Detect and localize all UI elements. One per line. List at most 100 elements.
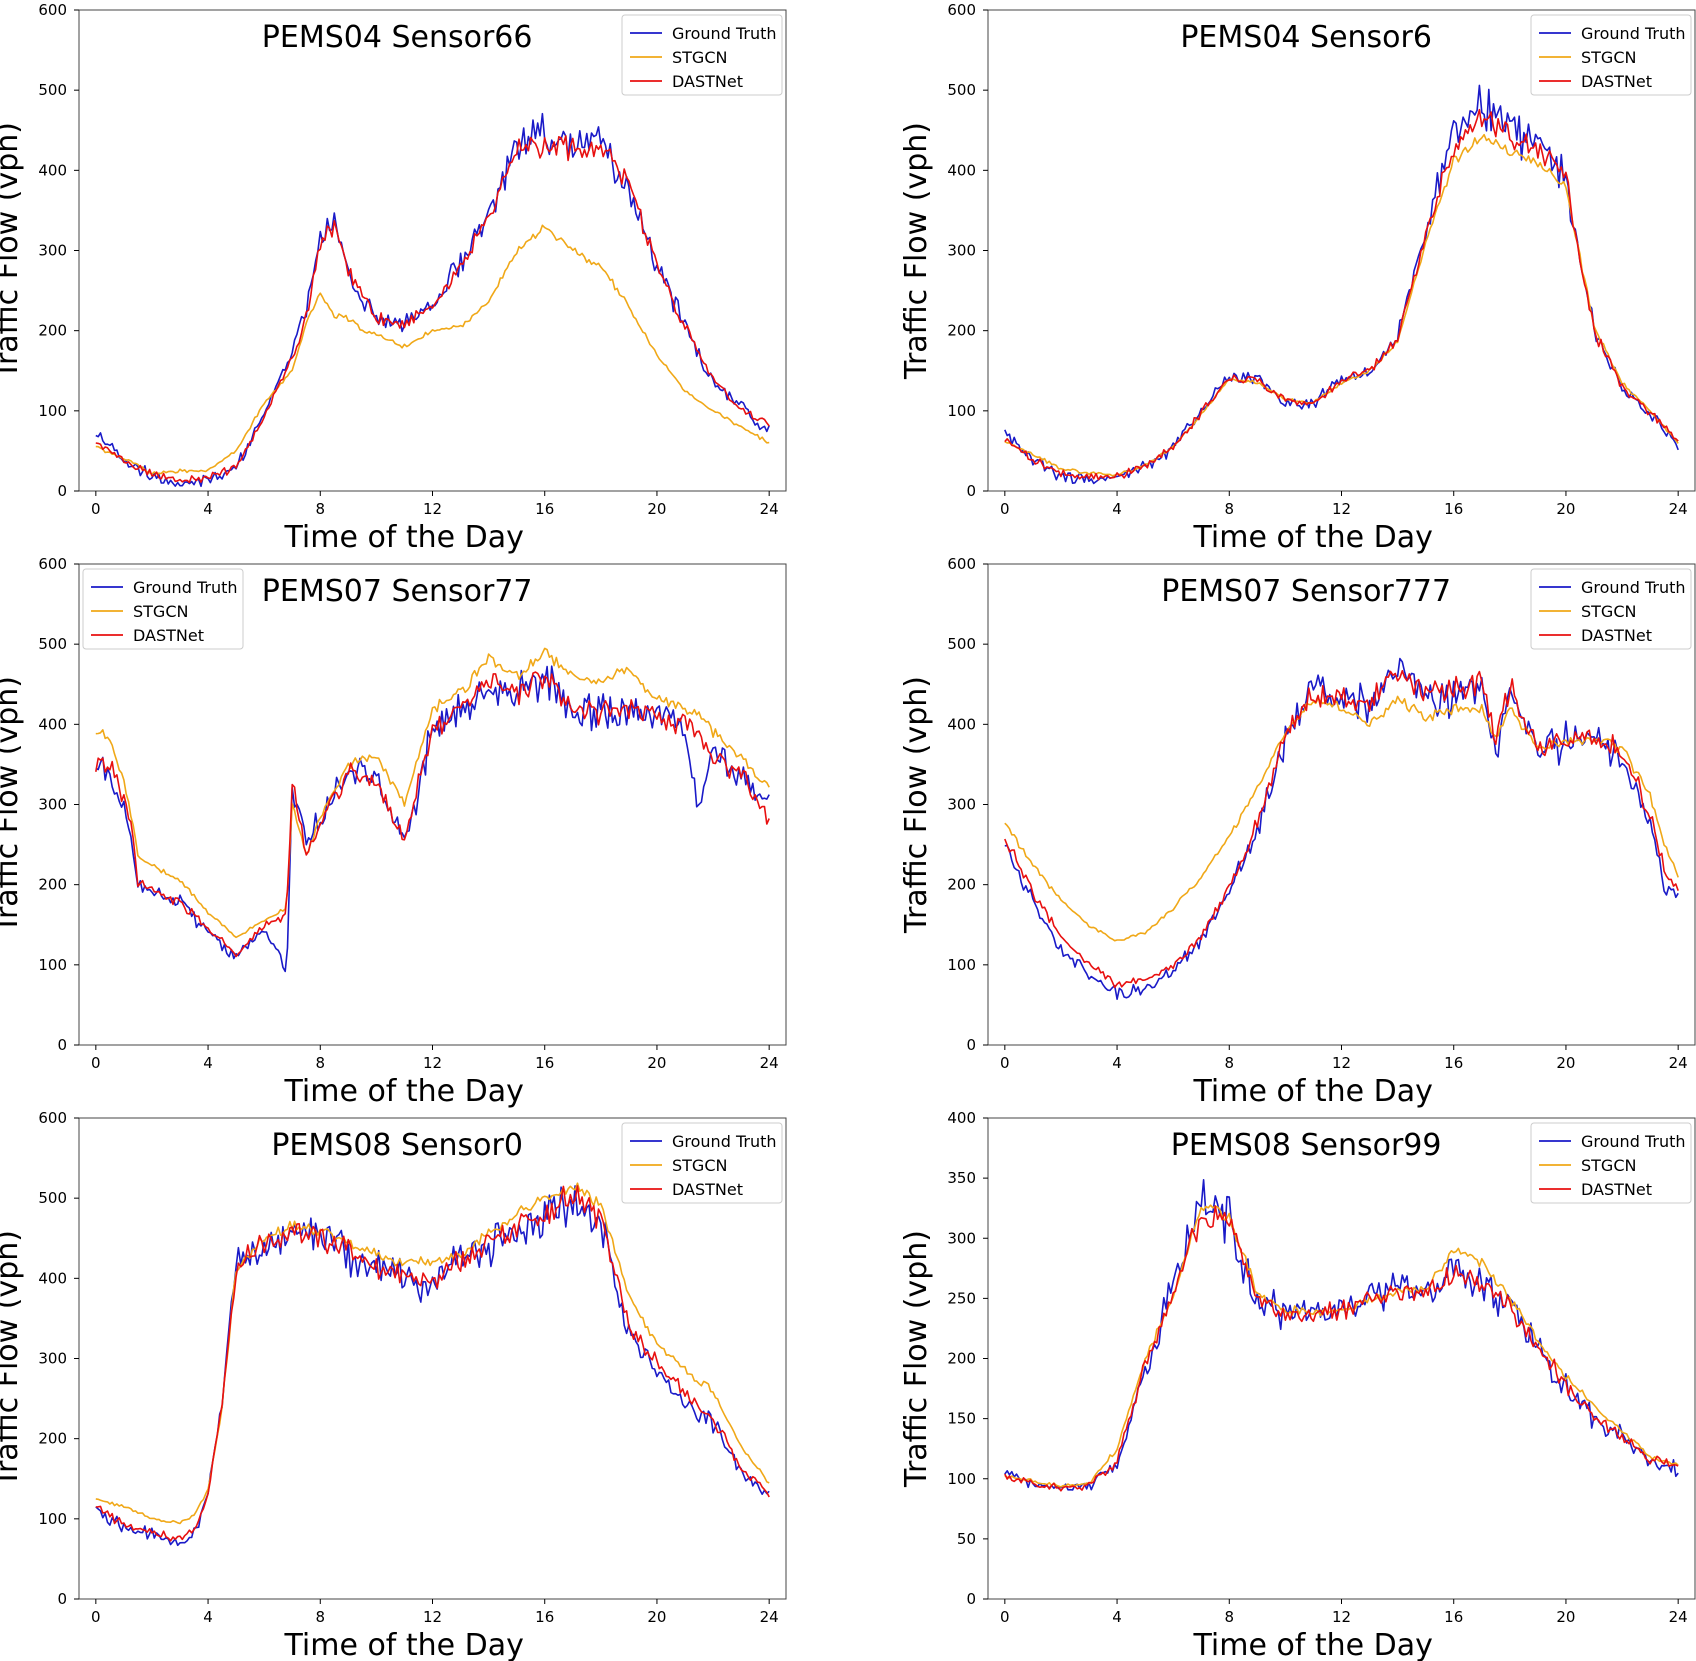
y-tick-label: 200 [947,1350,976,1368]
x-tick-label: 16 [535,500,554,518]
x-tick-label: 20 [647,1608,666,1626]
y-tick-label: 400 [947,161,976,179]
x-tick-label: 8 [316,1054,326,1072]
series-line-dastnet [1004,1205,1679,1492]
chart-title: PEMS04 Sensor66 [262,20,533,55]
y-tick-label: 200 [38,322,67,340]
x-tick-label: 12 [423,1054,442,1072]
legend-label: Ground Truth [672,24,777,43]
x-tick-label: 16 [1444,1608,1463,1626]
legend: Ground Truth STGCN DASTNet [1530,568,1692,650]
y-tick-label: 0 [966,1036,976,1054]
x-tick-label: 0 [1000,1054,1010,1072]
legend-label: STGCN [133,602,188,621]
x-axis-label: Time of the Day [1193,520,1433,555]
y-tick-label: 100 [947,1470,976,1488]
y-tick-label: 600 [947,1,976,19]
x-tick-label: 20 [1556,1608,1575,1626]
x-axis-label: Time of the Day [284,1628,524,1661]
x-tick-label: 8 [1225,1608,1235,1626]
legend-label: STGCN [1581,602,1636,621]
y-tick-label: 300 [947,242,976,260]
y-tick-label: 0 [966,1590,976,1608]
legend-label: STGCN [672,48,727,67]
series-line-dastnet [95,135,770,484]
x-tick-label: 24 [760,500,779,518]
y-tick-label: 600 [38,555,67,573]
y-tick-label: 250 [947,1289,976,1307]
series-line-ground-truth [1004,657,1679,1001]
y-tick-label: 200 [947,876,976,894]
x-tick-label: 20 [647,500,666,518]
y-axis-label: Traffic Flow (vph) [899,122,934,380]
y-axis-label: Traffic Flow (vph) [0,676,25,934]
legend-label: DASTNet [1581,72,1652,91]
x-tick-label: 4 [1112,1608,1122,1626]
y-tick-label: 300 [38,242,67,260]
x-tick-label: 24 [1669,1054,1688,1072]
legend-box [621,14,783,96]
x-tick-label: 0 [91,1054,101,1072]
x-tick-label: 20 [1556,1054,1575,1072]
y-tick-label: 400 [947,1109,976,1127]
legend-label: STGCN [672,1156,727,1175]
chart-panel: 0 4 8 12 16 20 24 0 100 200 300 400 500 600 Time of th… [899,1,1696,555]
y-tick-label: 50 [957,1530,976,1548]
series-line-stgcn [95,1182,770,1525]
series-line-ground-truth [95,1185,770,1547]
series-line-ground-truth [95,112,770,488]
y-axis-label: Traffic Flow (vph) [899,1230,934,1488]
x-tick-label: 24 [1669,1608,1688,1626]
series-line-stgcn [1004,133,1679,477]
series-line-stgcn [1004,1204,1679,1488]
chart-panel: 0 4 8 12 16 20 24 0 100 200 300 400 500 600 Time of th… [0,1,787,555]
legend-label: Ground Truth [1581,24,1686,43]
y-tick-label: 150 [947,1410,976,1428]
x-tick-label: 16 [535,1054,554,1072]
y-tick-label: 100 [947,402,976,420]
chart-title: PEMS07 Sensor77 [262,574,533,609]
y-tick-label: 0 [966,482,976,500]
y-axis-label: Traffic Flow (vph) [0,1230,25,1488]
x-tick-label: 24 [1669,500,1688,518]
chart-panel: 0 4 8 12 16 20 24 0 50 100 150 200 250 300 350 400 Time … [899,1109,1696,1661]
series-line-stgcn [95,647,770,939]
x-tick-label: 4 [1112,500,1122,518]
series-line-dastnet [1004,108,1679,481]
y-tick-label: 400 [38,1269,67,1287]
x-tick-label: 12 [1332,1054,1351,1072]
x-tick-label: 24 [760,1608,779,1626]
x-tick-label: 0 [91,500,101,518]
y-tick-label: 500 [947,635,976,653]
y-tick-label: 300 [947,1229,976,1247]
legend-label: DASTNet [672,72,743,91]
x-axis-label: Time of the Day [284,1074,524,1109]
y-tick-label: 400 [947,715,976,733]
legend-label: Ground Truth [133,578,238,597]
chart-panel: 0 4 8 12 16 20 24 0 100 200 300 400 500 600 Time of th… [0,1109,787,1661]
legend-label: Ground Truth [1581,578,1686,597]
x-tick-label: 4 [203,1054,213,1072]
x-tick-label: 16 [535,1608,554,1626]
legend-label: Ground Truth [1581,1132,1686,1151]
series-line-dastnet [95,1185,770,1542]
series-line-stgcn [1004,695,1679,942]
legend: Ground Truth STGCN DASTNet [82,568,244,650]
series-line-ground-truth [95,665,770,973]
x-tick-label: 12 [1332,1608,1351,1626]
legend-label: Ground Truth [672,1132,777,1151]
y-axis-label: Traffic Flow (vph) [899,676,934,934]
chart-panel: 0 4 8 12 16 20 24 0 100 200 300 400 500 600 Time of th… [899,555,1696,1109]
y-tick-label: 500 [38,1189,67,1207]
x-tick-label: 20 [647,1054,666,1072]
y-tick-label: 500 [947,81,976,99]
y-tick-label: 600 [38,1109,67,1127]
y-tick-label: 0 [57,1036,67,1054]
y-tick-label: 300 [38,1350,67,1368]
legend-box [621,1122,783,1204]
y-tick-label: 100 [38,956,67,974]
x-tick-label: 0 [1000,500,1010,518]
legend-box [1530,1122,1692,1204]
x-axis-label: Time of the Day [1193,1074,1433,1109]
legend: Ground Truth STGCN DASTNet [621,14,783,96]
